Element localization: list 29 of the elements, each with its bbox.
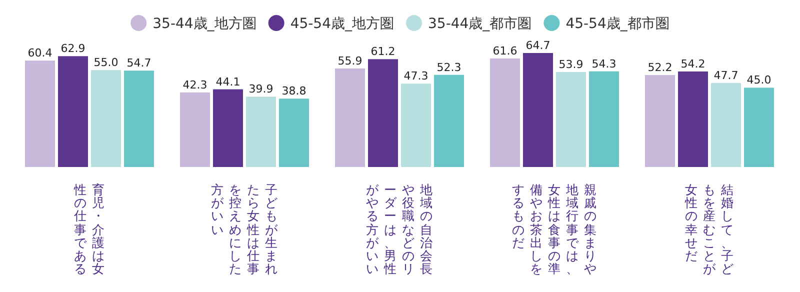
data-label: 44.1: [216, 75, 240, 88]
data-label: 47.7: [714, 68, 738, 82]
data-label: 54.7: [126, 56, 152, 70]
category-label: 結婚して、子どもを産むことが女性の幸せだ: [685, 182, 734, 276]
category-label: 子どもが生まれたら女性は仕事を控えめにした方がいい: [211, 182, 278, 276]
category-label: 親戚の集まりや地域行事では、女性は食事の準備やお茶出しをするものだ: [512, 182, 597, 276]
category-label: 育児・介護は女性の仕事である: [74, 182, 105, 276]
legend-label: 35-44歳_都市圏: [428, 16, 532, 32]
data-label: 53.9: [558, 58, 584, 72]
data-label: 54.2: [680, 58, 706, 70]
data-label: 39.9: [248, 82, 274, 96]
data-label: 60.4: [28, 46, 52, 60]
data-label: 64.7: [526, 39, 550, 52]
legend-label: 45-54歳_都市圏: [566, 16, 670, 32]
data-label: 47.3: [404, 70, 428, 83]
category-label: 地域の自治会長や役職などのリーダーは、男性がやる方がいい: [366, 182, 433, 276]
data-label: 45.0: [746, 74, 772, 87]
data-label: 52.2: [648, 61, 672, 74]
data-label: 61.2: [370, 45, 396, 58]
legend-label: 35-44歳_地方圏: [152, 16, 256, 32]
data-label: 42.3: [182, 78, 208, 92]
data-label: 55.9: [338, 54, 362, 68]
data-label: 62.9: [60, 42, 86, 56]
legend-label: 45-54歳_地方圏: [290, 16, 394, 32]
data-label: 55.0: [94, 56, 118, 70]
data-label: 61.6: [492, 44, 518, 58]
data-label: 38.8: [282, 84, 306, 98]
data-label: 54.3: [592, 57, 616, 70]
data-label: 52.3: [436, 60, 462, 74]
